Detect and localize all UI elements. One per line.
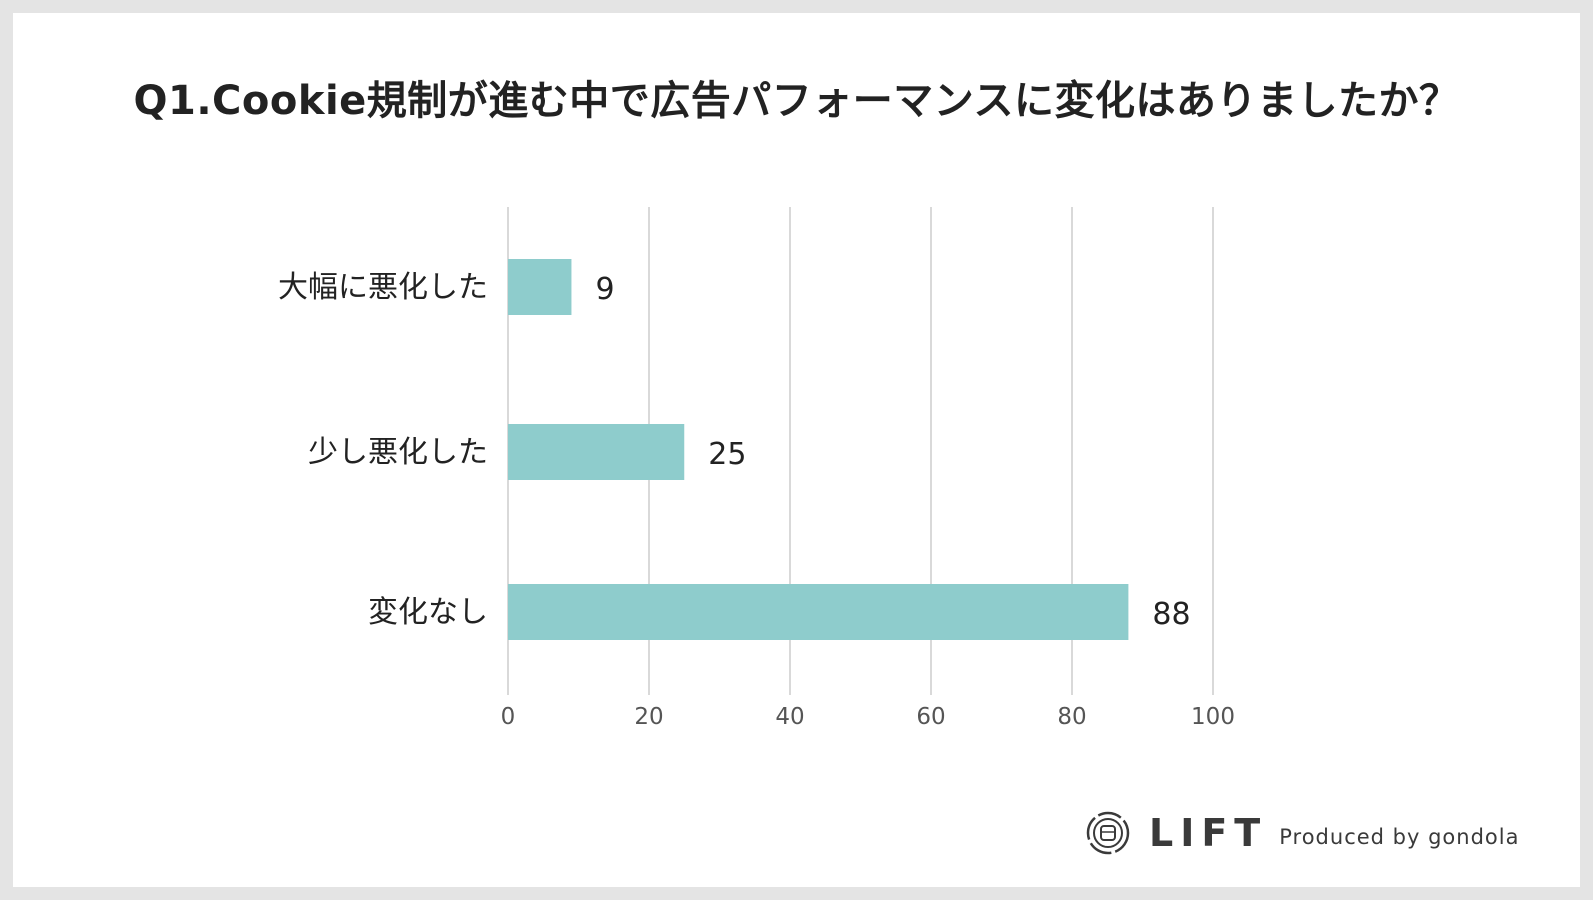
x-tick-label: 40 (775, 704, 804, 730)
brand-name: LIFT (1149, 811, 1268, 855)
chart-card: Q1.Cookie規制が進む中で広告パフォーマンスに変化はありましたか？ 0 20… (13, 13, 1580, 887)
value-label: 25 (708, 437, 746, 472)
x-tick-label: 0 (501, 704, 516, 730)
x-tick-label: 80 (1057, 704, 1086, 730)
chart-title: Q1.Cookie規制が進む中で広告パフォーマンスに変化はありましたか？ (133, 78, 1460, 124)
x-tick-label: 60 (916, 704, 945, 730)
brand-footer: LIFT Produced by gondola (1085, 803, 1519, 863)
bar-chart: 0 20 40 60 80 100 大幅に悪化した 9 少し悪化した 25 変化なし 88 (278, 207, 1235, 730)
bar (508, 259, 572, 315)
x-tick-label: 100 (1191, 704, 1235, 730)
x-tick-label: 20 (634, 704, 663, 730)
bar (508, 584, 1129, 640)
category-label: 少し悪化した (308, 435, 488, 470)
produced-by: Produced by gondola (1279, 825, 1520, 849)
bar (508, 424, 685, 480)
category-label: 変化なし (368, 595, 488, 630)
value-label: 88 (1152, 597, 1190, 632)
category-label: 大幅に悪化した (278, 270, 488, 305)
gondola-icon (1086, 811, 1130, 855)
value-label: 9 (595, 272, 614, 307)
